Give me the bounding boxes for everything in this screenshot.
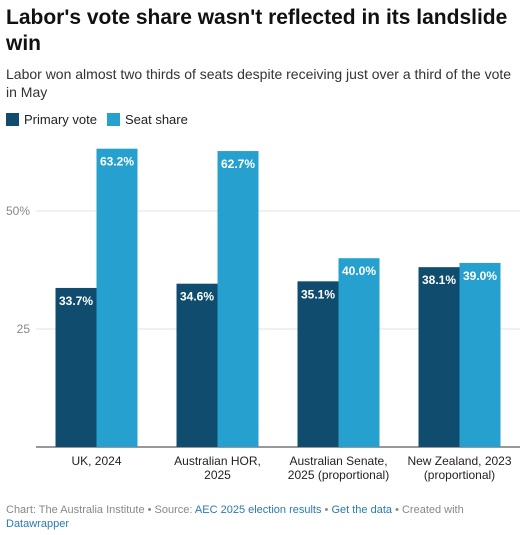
- datawrapper-link[interactable]: Datawrapper: [6, 518, 69, 530]
- legend-item-seat-share: Seat share: [106, 112, 188, 127]
- bar-seat-share-1: [217, 151, 259, 447]
- bar-primary-vote-2: [297, 281, 339, 447]
- legend-item-primary-vote: Primary vote: [6, 112, 97, 127]
- bars: [55, 148, 501, 448]
- category-label-line: UK, 2024: [71, 454, 121, 468]
- legend-label-seat-share: Seat share: [124, 112, 188, 127]
- chart-title: Labor's vote share wasn't reflected in i…: [6, 6, 508, 55]
- bar-primary-vote-0: [55, 287, 97, 447]
- bar-primary-vote-3: [418, 267, 460, 447]
- category-label-line: 2025 (proportional): [288, 468, 389, 482]
- category-label-0: UK, 2024: [71, 454, 121, 468]
- legend-label-primary-vote: Primary vote: [24, 112, 97, 127]
- category-label-1: Australian HOR, 2025: [174, 454, 261, 482]
- category-label-3: New Zealand, 2023 (proportional): [407, 454, 511, 482]
- footer-credit: Chart: The Australia Institute • Source:: [6, 504, 195, 516]
- value-label-seat-share-3: 39.0%: [463, 269, 497, 283]
- category-label-line: Australian HOR,: [174, 454, 261, 468]
- value-label-primary-vote-0: 33.7%: [59, 294, 93, 308]
- footer-created-with: • Created with: [392, 504, 464, 516]
- value-label-seat-share-0: 63.2%: [100, 155, 134, 169]
- category-label-line: 2025: [204, 468, 231, 482]
- source-link[interactable]: AEC 2025 election results: [194, 504, 322, 516]
- bar-seat-share-3: [459, 262, 501, 447]
- value-label-primary-vote-1: 34.6%: [180, 290, 214, 304]
- bar-chart: 25 50% 33.7% 63.2% UK, 2024 34.6% 62.7% Austra…: [6, 148, 520, 482]
- category-label-line: Australian Senate,: [289, 454, 387, 468]
- legend-swatch-primary-vote: [6, 113, 19, 126]
- labels: 33.7% 63.2% UK, 2024 34.6% 62.7% Australian H…: [59, 155, 512, 482]
- bar-primary-vote-1: [176, 283, 218, 447]
- value-label-primary-vote-3: 38.1%: [422, 273, 456, 287]
- category-label-line: (proportional): [424, 468, 495, 482]
- category-label-2: Australian Senate, 2025 (proportional): [288, 454, 389, 482]
- legend: Primary vote Seat share: [6, 112, 198, 127]
- chart-footer: Chart: The Australia Institute • Source:…: [6, 503, 518, 531]
- value-label-seat-share-2: 40.0%: [342, 264, 376, 278]
- value-label-primary-vote-2: 35.1%: [301, 287, 335, 301]
- chart-subtitle: Labor won almost two thirds of seats des…: [6, 66, 512, 100]
- category-label-line: New Zealand, 2023: [407, 454, 511, 468]
- y-tick-label-50: 50%: [6, 204, 30, 218]
- bar-seat-share-0: [96, 148, 138, 448]
- footer-separator: •: [321, 504, 332, 516]
- value-label-seat-share-1: 62.7%: [221, 157, 255, 171]
- legend-swatch-seat-share: [106, 113, 120, 126]
- bar-seat-share-2: [338, 258, 380, 447]
- get-the-data-link[interactable]: Get the data: [331, 504, 393, 516]
- y-tick-label-25: 25: [17, 322, 31, 336]
